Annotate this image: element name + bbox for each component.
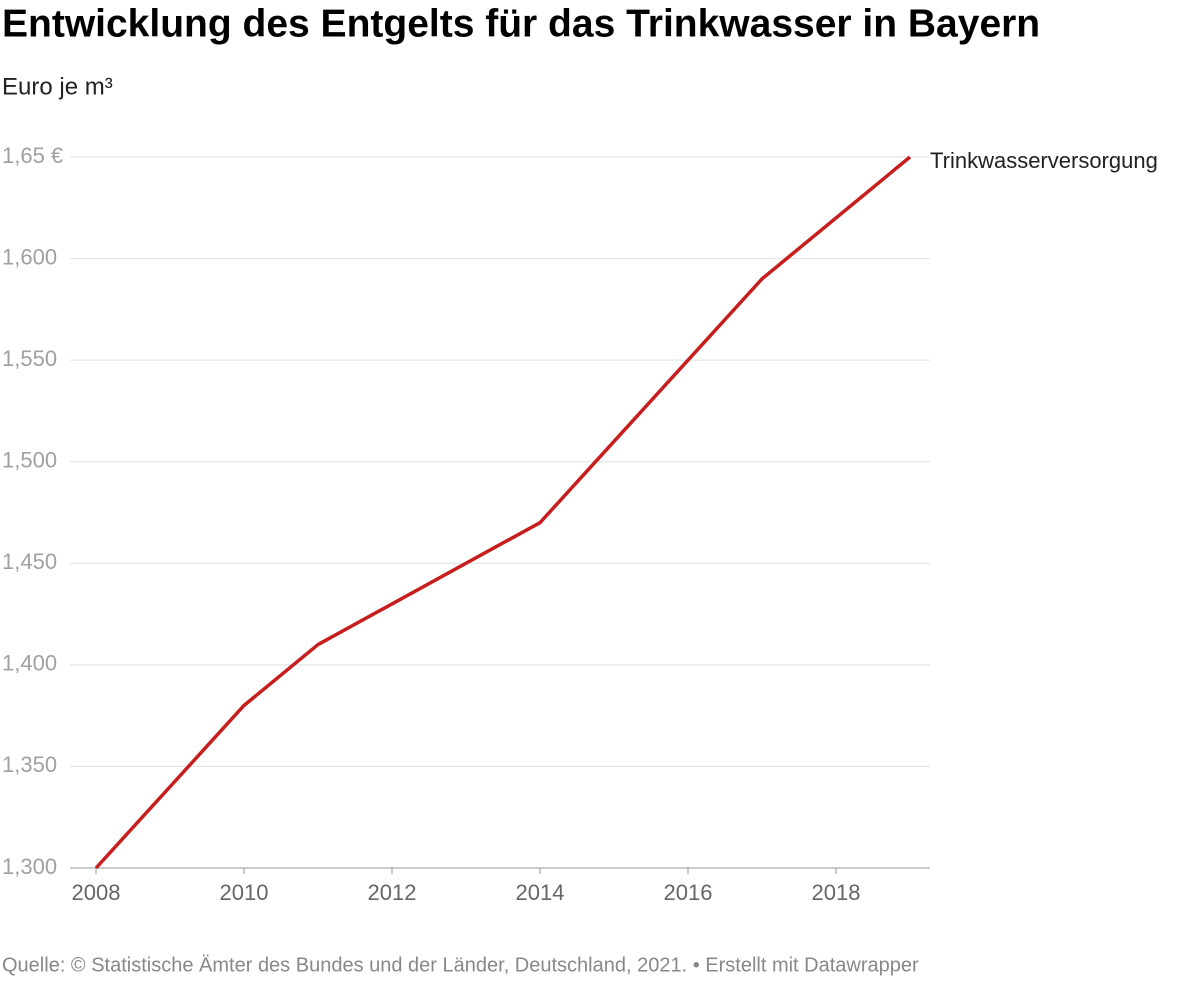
series-line bbox=[94, 155, 912, 870]
chart-subtitle: Euro je m³ bbox=[2, 73, 113, 100]
x-tick-label: 2012 bbox=[368, 880, 417, 905]
y-tick-label: 1,450 bbox=[2, 549, 57, 574]
chart-title: Entwicklung des Entgelts für das Trinkwa… bbox=[2, 2, 1040, 45]
y-tick-label: 1,550 bbox=[2, 346, 57, 371]
source-note: Quelle: © Statistische Ämter des Bundes … bbox=[2, 954, 919, 976]
x-tick-label: 2008 bbox=[72, 880, 121, 905]
y-tick-label: 1,600 bbox=[2, 244, 57, 269]
series-label: Trinkwasserversorgung bbox=[930, 148, 1158, 173]
x-tick-label: 2014 bbox=[516, 880, 565, 905]
x-tick-label: 2018 bbox=[812, 880, 861, 905]
y-tick-label: 1,300 bbox=[2, 854, 57, 879]
y-tick-label: 1,350 bbox=[2, 752, 57, 777]
x-tick-label: 2010 bbox=[220, 880, 269, 905]
y-tick-label: 1,65 € bbox=[2, 143, 63, 168]
y-tick-label: 1,400 bbox=[2, 651, 57, 676]
x-tick-label: 2016 bbox=[664, 880, 713, 905]
y-tick-label: 1,500 bbox=[2, 448, 57, 473]
